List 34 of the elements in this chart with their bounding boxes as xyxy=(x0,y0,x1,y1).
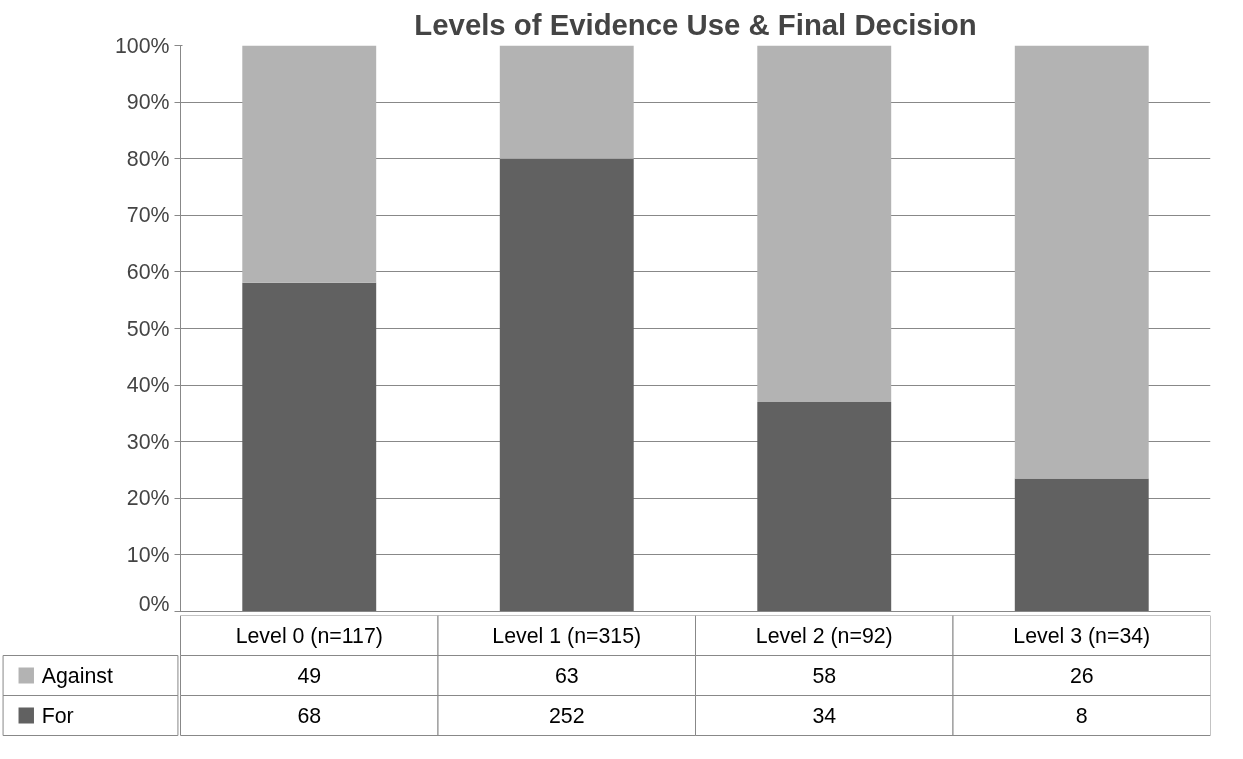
text: 49 xyxy=(297,664,322,688)
y-tick-label: 30% xyxy=(126,429,170,454)
bar xyxy=(757,402,892,612)
y-tick-label: 50% xyxy=(126,316,170,341)
text: 8 xyxy=(1075,704,1088,728)
y-tick-label: 100% xyxy=(114,33,170,58)
y-tick-label: 80% xyxy=(126,146,170,171)
x-tick-label: Level 0 (n=117) xyxy=(235,623,383,648)
text: 58 xyxy=(812,664,837,688)
y-tick-label: 10% xyxy=(126,542,170,567)
bar xyxy=(242,45,377,283)
bar xyxy=(499,45,634,159)
x-tick-label: Level 1 (n=315) xyxy=(492,623,642,648)
legend-label: Against xyxy=(41,663,113,688)
bar xyxy=(499,158,634,612)
bar xyxy=(1014,478,1149,612)
bar xyxy=(757,45,892,403)
text: 26 xyxy=(1069,664,1094,688)
y-tick-label: 70% xyxy=(126,203,170,228)
legend-label: For xyxy=(41,703,74,728)
y-tick-label: 0% xyxy=(138,591,170,616)
text: 68 xyxy=(297,704,322,728)
y-tick-label: 90% xyxy=(126,90,170,115)
text: 63 xyxy=(554,664,579,688)
x-tick-label: Level 2 (n=92) xyxy=(755,623,893,648)
bar xyxy=(1014,45,1149,479)
chart-title: Levels of Evidence Use & Final Decision xyxy=(414,7,977,41)
x-tick-label: Level 3 (n=34) xyxy=(1013,623,1151,648)
bar xyxy=(242,282,377,612)
text: 252 xyxy=(548,704,585,728)
y-tick-label: 20% xyxy=(126,486,170,511)
y-tick-label: 60% xyxy=(126,259,170,284)
y-tick-label: 40% xyxy=(126,373,170,398)
text: 34 xyxy=(812,704,837,728)
